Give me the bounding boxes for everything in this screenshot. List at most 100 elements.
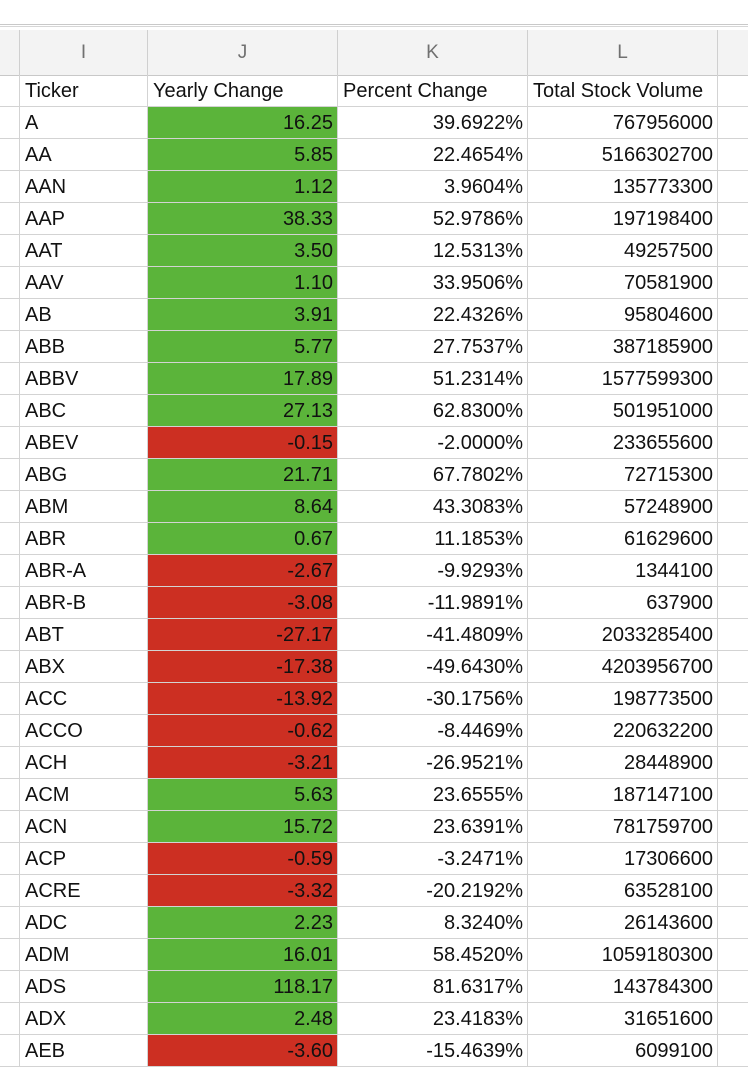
total-volume-cell[interactable]: 1344100 (528, 555, 718, 587)
empty-cell[interactable] (718, 971, 748, 1003)
ticker-cell[interactable]: ABC (20, 395, 148, 427)
column-header-l[interactable]: L (528, 30, 718, 75)
yearly-change-cell[interactable]: 1.12 (148, 171, 338, 203)
ticker-cell[interactable]: ABX (20, 651, 148, 683)
empty-cell[interactable] (718, 299, 748, 331)
ticker-cell[interactable]: ABM (20, 491, 148, 523)
empty-cell[interactable] (718, 747, 748, 779)
yearly-change-cell[interactable]: 5.85 (148, 139, 338, 171)
total-volume-cell[interactable]: 5166302700 (528, 139, 718, 171)
yearly-change-cell[interactable]: 3.50 (148, 235, 338, 267)
ticker-cell[interactable]: ACRE (20, 875, 148, 907)
total-volume-cell[interactable]: 143784300 (528, 971, 718, 1003)
empty-cell[interactable] (718, 555, 748, 587)
empty-cell[interactable] (718, 427, 748, 459)
header-cell-yearly-change[interactable]: Yearly Change (148, 75, 338, 107)
percent-change-cell[interactable]: 39.6922% (338, 107, 528, 139)
yearly-change-cell[interactable]: -27.17 (148, 619, 338, 651)
yearly-change-cell[interactable]: -13.92 (148, 683, 338, 715)
percent-change-cell[interactable]: 23.6391% (338, 811, 528, 843)
ticker-cell[interactable]: ABBV (20, 363, 148, 395)
yearly-change-cell[interactable]: 5.63 (148, 779, 338, 811)
percent-change-cell[interactable]: 12.5313% (338, 235, 528, 267)
percent-change-cell[interactable]: 22.4326% (338, 299, 528, 331)
ticker-cell[interactable]: AAN (20, 171, 148, 203)
ticker-cell[interactable]: A (20, 107, 148, 139)
ticker-cell[interactable]: AB (20, 299, 148, 331)
total-volume-cell[interactable]: 17306600 (528, 843, 718, 875)
column-header-k[interactable]: K (338, 30, 528, 75)
percent-change-cell[interactable]: 23.4183% (338, 1003, 528, 1035)
percent-change-cell[interactable]: -2.0000% (338, 427, 528, 459)
empty-cell[interactable] (718, 395, 748, 427)
percent-change-cell[interactable]: -49.6430% (338, 651, 528, 683)
empty-cell[interactable] (718, 267, 748, 299)
empty-cell[interactable] (718, 491, 748, 523)
empty-cell[interactable] (718, 843, 748, 875)
ticker-cell[interactable]: ACC (20, 683, 148, 715)
empty-cell[interactable] (718, 907, 748, 939)
total-volume-cell[interactable]: 95804600 (528, 299, 718, 331)
ticker-cell[interactable]: ABR-B (20, 587, 148, 619)
ticker-cell[interactable]: ADM (20, 939, 148, 971)
percent-change-cell[interactable]: 22.4654% (338, 139, 528, 171)
yearly-change-cell[interactable]: -0.62 (148, 715, 338, 747)
yearly-change-cell[interactable]: -0.59 (148, 843, 338, 875)
total-volume-cell[interactable]: 767956000 (528, 107, 718, 139)
empty-cell[interactable] (718, 939, 748, 971)
column-header-i[interactable]: I (20, 30, 148, 75)
yearly-change-cell[interactable]: 15.72 (148, 811, 338, 843)
total-volume-cell[interactable]: 72715300 (528, 459, 718, 491)
ticker-cell[interactable]: ADS (20, 971, 148, 1003)
empty-cell[interactable] (718, 619, 748, 651)
percent-change-cell[interactable]: -15.4639% (338, 1035, 528, 1067)
header-cell-total-stock-volume[interactable]: Total Stock Volume (528, 75, 718, 107)
yearly-change-cell[interactable]: 21.71 (148, 459, 338, 491)
total-volume-cell[interactable]: 501951000 (528, 395, 718, 427)
ticker-cell[interactable]: ABT (20, 619, 148, 651)
percent-change-cell[interactable]: -20.2192% (338, 875, 528, 907)
yearly-change-cell[interactable]: 27.13 (148, 395, 338, 427)
total-volume-cell[interactable]: 6099100 (528, 1035, 718, 1067)
total-volume-cell[interactable]: 197198400 (528, 203, 718, 235)
percent-change-cell[interactable]: 33.9506% (338, 267, 528, 299)
total-volume-cell[interactable]: 28448900 (528, 747, 718, 779)
empty-cell[interactable] (718, 139, 748, 171)
percent-change-cell[interactable]: -8.4469% (338, 715, 528, 747)
yearly-change-cell[interactable]: 3.91 (148, 299, 338, 331)
percent-change-cell[interactable]: 51.2314% (338, 363, 528, 395)
percent-change-cell[interactable]: 23.6555% (338, 779, 528, 811)
total-volume-cell[interactable]: 387185900 (528, 331, 718, 363)
ticker-cell[interactable]: ABG (20, 459, 148, 491)
yearly-change-cell[interactable]: 118.17 (148, 971, 338, 1003)
percent-change-cell[interactable]: 3.9604% (338, 171, 528, 203)
total-volume-cell[interactable]: 637900 (528, 587, 718, 619)
total-volume-cell[interactable]: 781759700 (528, 811, 718, 843)
ticker-cell[interactable]: ABEV (20, 427, 148, 459)
ticker-cell[interactable]: AEB (20, 1035, 148, 1067)
empty-cell[interactable] (718, 523, 748, 555)
ticker-cell[interactable]: ACM (20, 779, 148, 811)
ticker-cell[interactable]: AAT (20, 235, 148, 267)
empty-cell[interactable] (718, 811, 748, 843)
yearly-change-cell[interactable]: -3.32 (148, 875, 338, 907)
yearly-change-cell[interactable]: 1.10 (148, 267, 338, 299)
percent-change-cell[interactable]: 62.8300% (338, 395, 528, 427)
empty-cell[interactable] (718, 203, 748, 235)
percent-change-cell[interactable]: -26.9521% (338, 747, 528, 779)
column-header-j[interactable]: J (148, 30, 338, 75)
percent-change-cell[interactable]: -41.4809% (338, 619, 528, 651)
empty-cell[interactable] (718, 1035, 748, 1067)
ticker-cell[interactable]: ADX (20, 1003, 148, 1035)
percent-change-cell[interactable]: 43.3083% (338, 491, 528, 523)
percent-change-cell[interactable]: 81.6317% (338, 971, 528, 1003)
total-volume-cell[interactable]: 135773300 (528, 171, 718, 203)
ticker-cell[interactable]: ACCO (20, 715, 148, 747)
total-volume-cell[interactable]: 1059180300 (528, 939, 718, 971)
empty-cell[interactable] (718, 779, 748, 811)
percent-change-cell[interactable]: 67.7802% (338, 459, 528, 491)
total-volume-cell[interactable]: 63528100 (528, 875, 718, 907)
total-volume-cell[interactable]: 49257500 (528, 235, 718, 267)
percent-change-cell[interactable]: 58.4520% (338, 939, 528, 971)
empty-cell[interactable] (718, 715, 748, 747)
